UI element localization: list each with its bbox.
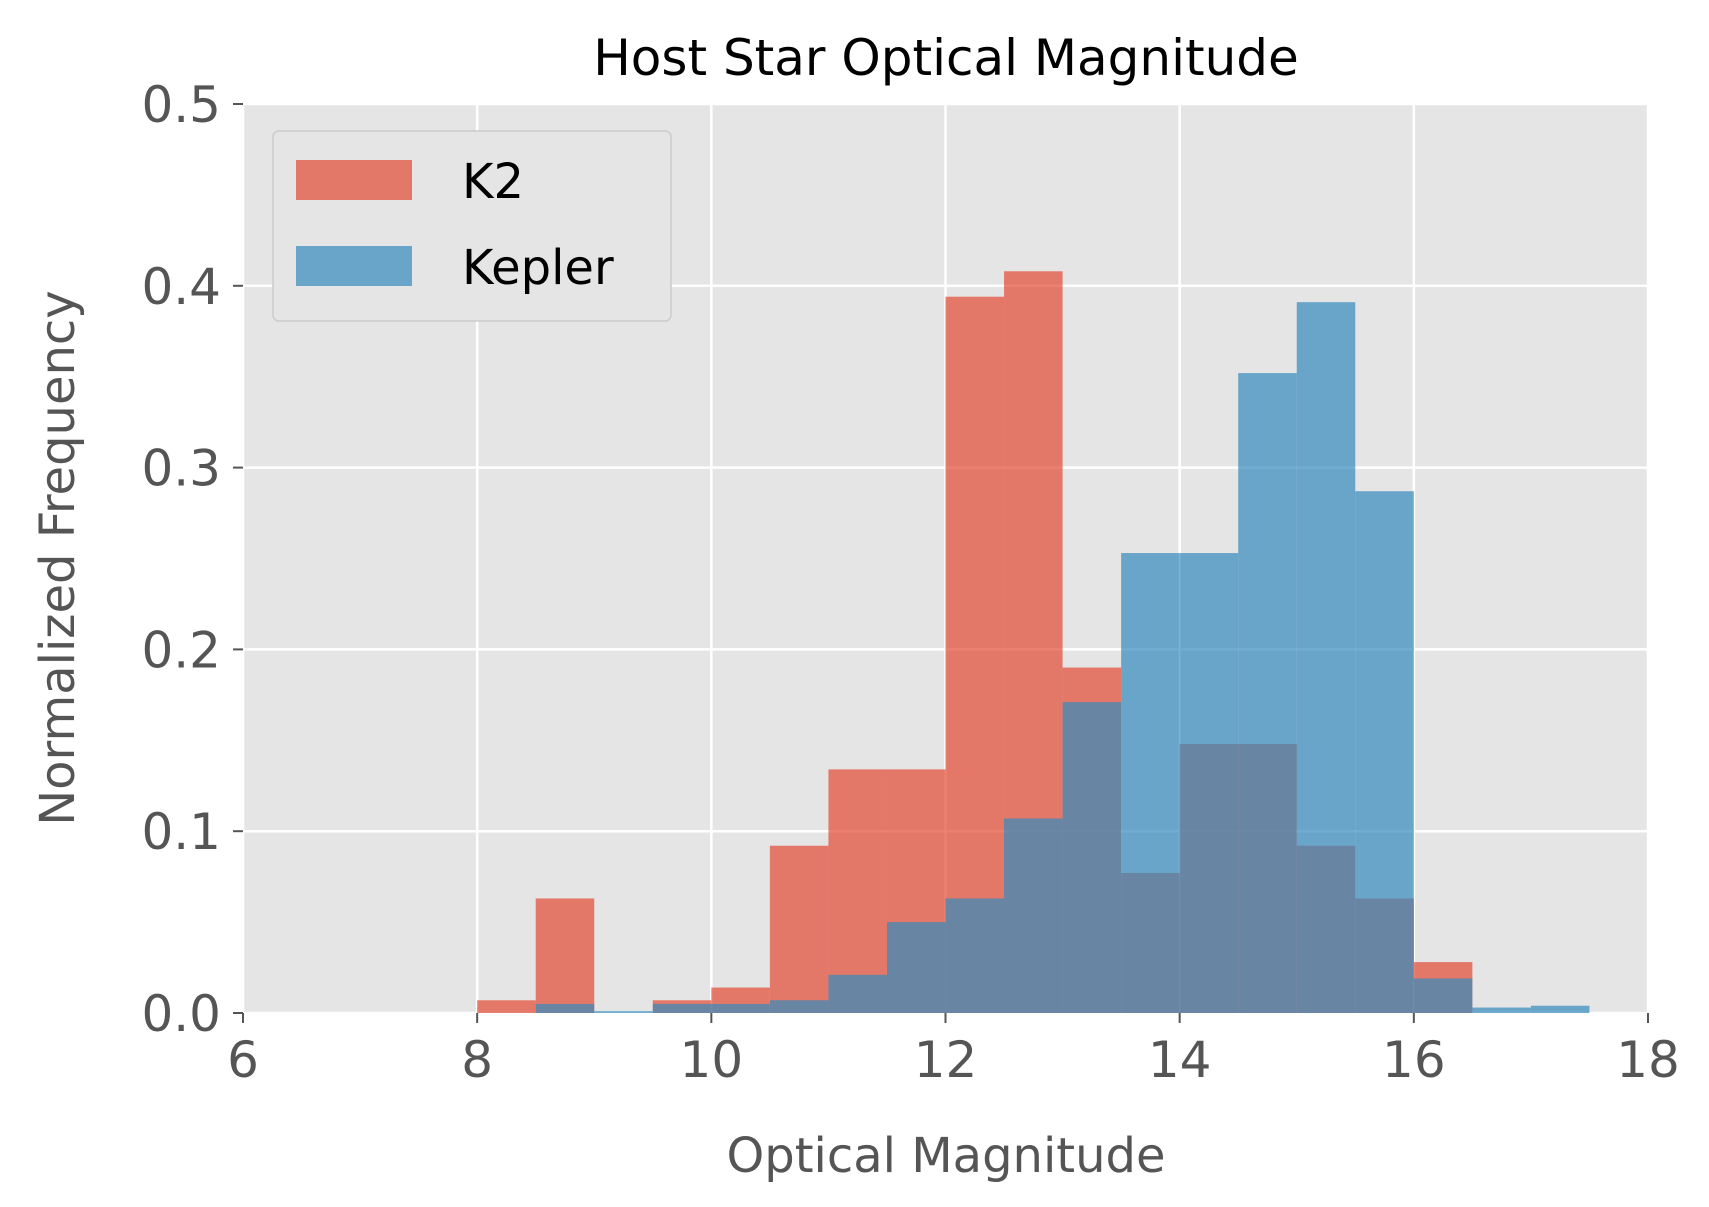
- bar-kepler: [535, 1003, 595, 1013]
- x-tick-label: 10: [680, 1031, 744, 1089]
- x-tick-label: 18: [1616, 1031, 1680, 1089]
- bar-kepler: [886, 922, 946, 1013]
- bar-kepler: [1472, 1007, 1531, 1013]
- bar-k2: [535, 898, 595, 1013]
- bar-kepler: [594, 1011, 653, 1013]
- y-tick-label: 0.2: [141, 621, 221, 679]
- bar-kepler: [1296, 302, 1356, 1013]
- legend-swatch-k2: [296, 160, 412, 200]
- bar-kepler: [1179, 553, 1239, 1013]
- legend-label-kepler: Kepler: [462, 240, 614, 296]
- x-tick-label: 16: [1382, 1031, 1446, 1089]
- chart-title: Host Star Optical Magnitude: [593, 29, 1299, 87]
- x-axis-label: Optical Magnitude: [726, 1128, 1165, 1184]
- x-tick-label: 12: [914, 1031, 978, 1089]
- axis-ticks: 6 8 10 12 14 16 18 0.0 0.1 0.2 0.3 0.4 0.5: [141, 76, 1679, 1089]
- legend-label-k2: K2: [462, 154, 524, 210]
- bar-kepler: [828, 974, 887, 1013]
- bar-kepler: [1530, 1005, 1590, 1013]
- series-kepler-bars: [535, 302, 1590, 1014]
- y-tick-label: 0.1: [141, 803, 221, 861]
- legend: K2 Kepler: [272, 130, 672, 322]
- bar-kepler: [652, 1003, 712, 1013]
- x-tick-label: 14: [1148, 1031, 1212, 1089]
- y-tick-label: 0.3: [141, 440, 221, 498]
- legend-swatch-kepler: [296, 246, 412, 286]
- bar-k2: [828, 769, 887, 1013]
- x-tick-label: 8: [461, 1031, 493, 1089]
- bar-k2: [477, 1000, 536, 1013]
- y-tick-label: 0.5: [141, 76, 221, 134]
- y-tick-label: 0.4: [141, 258, 221, 316]
- bar-k2: [769, 845, 829, 1013]
- bar-kepler: [1355, 491, 1414, 1013]
- bar-kepler: [945, 898, 1005, 1013]
- bar-kepler: [1238, 373, 1297, 1014]
- bar-kepler: [769, 1000, 829, 1013]
- bar-kepler: [1062, 702, 1122, 1013]
- bar-k2: [945, 296, 1005, 1013]
- y-axis-label: Normalized Frequency: [30, 290, 86, 825]
- bar-kepler: [1413, 978, 1473, 1013]
- bar-kepler: [711, 1003, 770, 1013]
- bar-kepler: [1004, 818, 1063, 1013]
- bar-kepler: [1121, 553, 1180, 1013]
- x-tick-label: 6: [227, 1031, 259, 1089]
- y-tick-label: 0.0: [141, 985, 221, 1043]
